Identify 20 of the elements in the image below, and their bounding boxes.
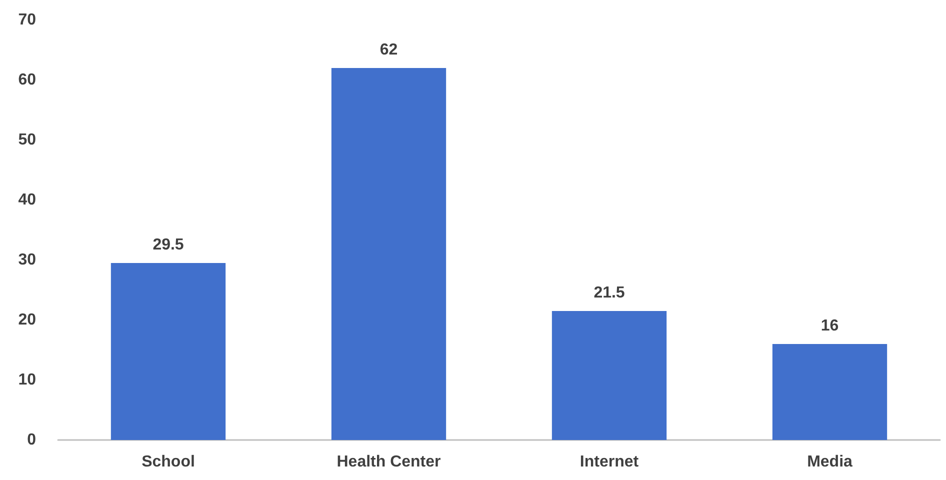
x-tick-label: Health Center (336, 454, 441, 470)
data-label: 29.5 (152, 236, 184, 254)
y-tick-label: 30 (18, 252, 36, 268)
bar (552, 311, 667, 440)
y-tick-label: 10 (18, 372, 36, 388)
y-tick-label: 40 (18, 192, 36, 208)
data-label: 62 (380, 42, 398, 58)
bar (331, 68, 446, 440)
bar (772, 344, 888, 440)
y-tick-label: 0 (27, 432, 36, 448)
x-tick-label: Internet (580, 454, 640, 470)
data-label: 21.5 (594, 284, 625, 302)
y-tick-label: 70 (18, 12, 36, 28)
bar (110, 263, 226, 440)
y-tick-label: 50 (18, 132, 36, 148)
y-tick-label: 60 (18, 72, 36, 88)
x-tick-label: School (142, 454, 195, 470)
y-tick-label: 20 (18, 312, 36, 328)
x-tick-label: Media (807, 454, 853, 470)
data-label: 16 (820, 318, 839, 334)
